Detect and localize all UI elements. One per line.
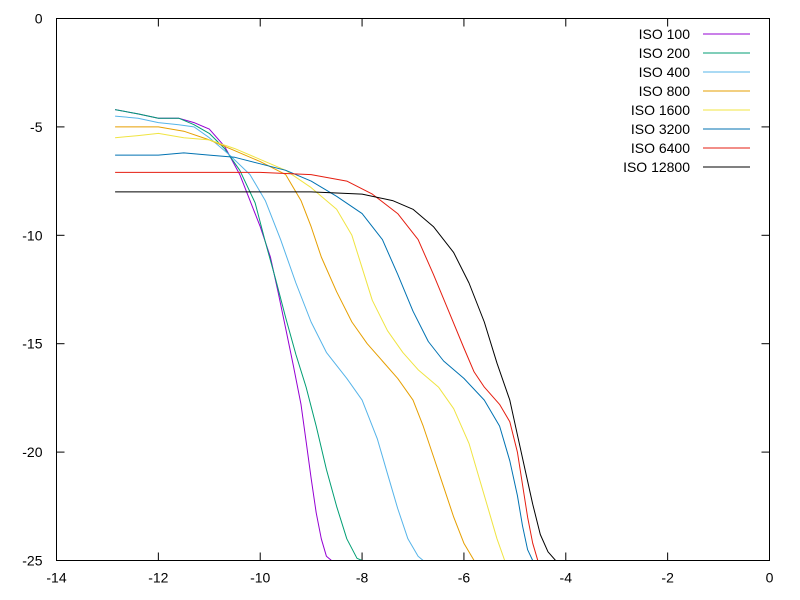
series-line-iso-1600 bbox=[115, 132, 506, 561]
series-layer bbox=[115, 109, 556, 561]
plot-frame bbox=[56, 18, 770, 561]
legend-label: ISO 100 bbox=[639, 26, 691, 42]
x-tick-label: -6 bbox=[458, 570, 471, 586]
x-tick-label: -8 bbox=[356, 570, 369, 586]
legend-label: ISO 400 bbox=[639, 64, 691, 80]
axes-layer: -14 -12 -10 -8 -6 -4 -2 00-5-10-15-20-25 bbox=[22, 11, 773, 586]
legend-label: ISO 200 bbox=[639, 45, 691, 61]
series-line-iso-3200 bbox=[115, 152, 534, 561]
x-tick-label: -4 bbox=[560, 570, 573, 586]
legend-label: ISO 1600 bbox=[631, 102, 690, 118]
y-tick-label: -25 bbox=[22, 553, 42, 569]
y-tick-label: 0 bbox=[35, 11, 43, 27]
x-tick-label: -14 bbox=[46, 570, 66, 586]
x-tick-label: 0 bbox=[766, 570, 774, 586]
y-tick-label: -15 bbox=[22, 336, 42, 352]
x-tick-label: -10 bbox=[250, 570, 270, 586]
series-line-iso-12800 bbox=[115, 191, 556, 561]
series-line-iso-100 bbox=[115, 109, 332, 561]
y-tick-label: -5 bbox=[30, 119, 43, 135]
x-tick-label: -12 bbox=[148, 570, 168, 586]
legend: ISO 100 ISO 200 ISO 400 ISO 800 ISO 1600 ISO … bbox=[623, 26, 750, 175]
series-line-iso-400 bbox=[115, 115, 424, 561]
y-tick-label: -10 bbox=[22, 227, 42, 243]
series-line-iso-800 bbox=[115, 126, 475, 561]
legend-label: ISO 6400 bbox=[631, 140, 690, 156]
series-line-iso-6400 bbox=[115, 171, 539, 561]
y-tick-label: -20 bbox=[22, 444, 42, 460]
legend-label: ISO 12800 bbox=[623, 159, 690, 175]
legend-label: ISO 3200 bbox=[631, 121, 690, 137]
legend-label: ISO 800 bbox=[639, 83, 691, 99]
series-line-iso-200 bbox=[115, 109, 363, 561]
x-tick-label: -2 bbox=[661, 570, 674, 586]
